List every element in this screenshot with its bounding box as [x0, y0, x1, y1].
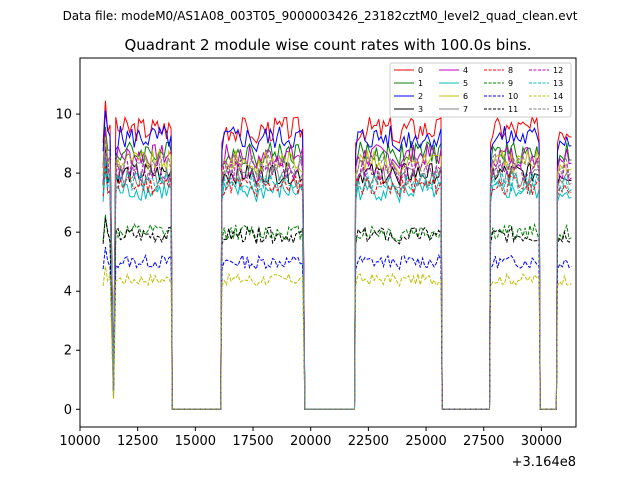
y-tick-label: 10: [55, 108, 72, 123]
x-axis: 10000 12500 15000 17500 20000 22500 25000 27500…: [59, 427, 562, 449]
series-line-10: [102, 246, 572, 410]
legend-label-3: 3: [418, 105, 423, 114]
x-tick-label: 22500: [348, 434, 389, 449]
y-axis: 0 2 4 6 8 10: [55, 108, 80, 418]
legend-label-6: 6: [463, 92, 468, 101]
x-tick-label: 20000: [290, 434, 331, 449]
series-line-14: [102, 266, 572, 410]
x-offset-label: +3.164e8: [512, 455, 576, 470]
legend-label-15: 15: [553, 105, 563, 114]
legend-label-0: 0: [418, 66, 423, 75]
legend-label-2: 2: [418, 92, 423, 101]
chart-title: Quadrant 2 module wise count rates with …: [124, 36, 531, 54]
axes-frame: [79, 57, 577, 428]
series-line-0: [102, 100, 572, 410]
series-line-15: [102, 139, 572, 410]
legend-label-10: 10: [508, 92, 518, 101]
x-tick-label: 30000: [521, 434, 562, 449]
legend-label-7: 7: [463, 105, 468, 114]
series-line-1: [102, 126, 572, 410]
y-tick-label: 8: [64, 167, 72, 182]
x-tick-label: 10000: [59, 434, 100, 449]
y-tick-label: 0: [64, 403, 72, 418]
y-tick-label: 4: [64, 285, 72, 300]
legend-label-5: 5: [463, 79, 468, 88]
series-line-2: [102, 110, 572, 410]
x-tick-label: 17500: [232, 434, 273, 449]
x-tick-label: 25000: [405, 434, 446, 449]
series-line-8: [102, 162, 572, 410]
series-line-4: [102, 129, 572, 410]
x-tick-label: 27500: [463, 434, 504, 449]
legend-label-12: 12: [553, 66, 563, 75]
legend-box: [389, 62, 572, 118]
legend-label-11: 11: [508, 105, 518, 114]
series-line-9: [102, 214, 572, 410]
legend-label-14: 14: [553, 92, 563, 101]
legend-label-8: 8: [508, 66, 513, 75]
suptitle: Data file: modeM0/AS1A08_003T05_90000034…: [63, 9, 578, 23]
legend-label-9: 9: [508, 79, 513, 88]
plot-area: [102, 100, 572, 410]
series-line-13: [102, 159, 572, 410]
y-tick-label: 6: [64, 226, 72, 241]
legend-label-13: 13: [553, 79, 563, 88]
x-tick-label: 12500: [117, 434, 158, 449]
legend-label-1: 1: [418, 79, 423, 88]
series-line-11: [102, 217, 572, 410]
y-tick-label: 2: [64, 344, 72, 359]
series-line-5: [102, 168, 572, 410]
x-tick-label: 15000: [175, 434, 216, 449]
legend-label-4: 4: [463, 66, 468, 75]
